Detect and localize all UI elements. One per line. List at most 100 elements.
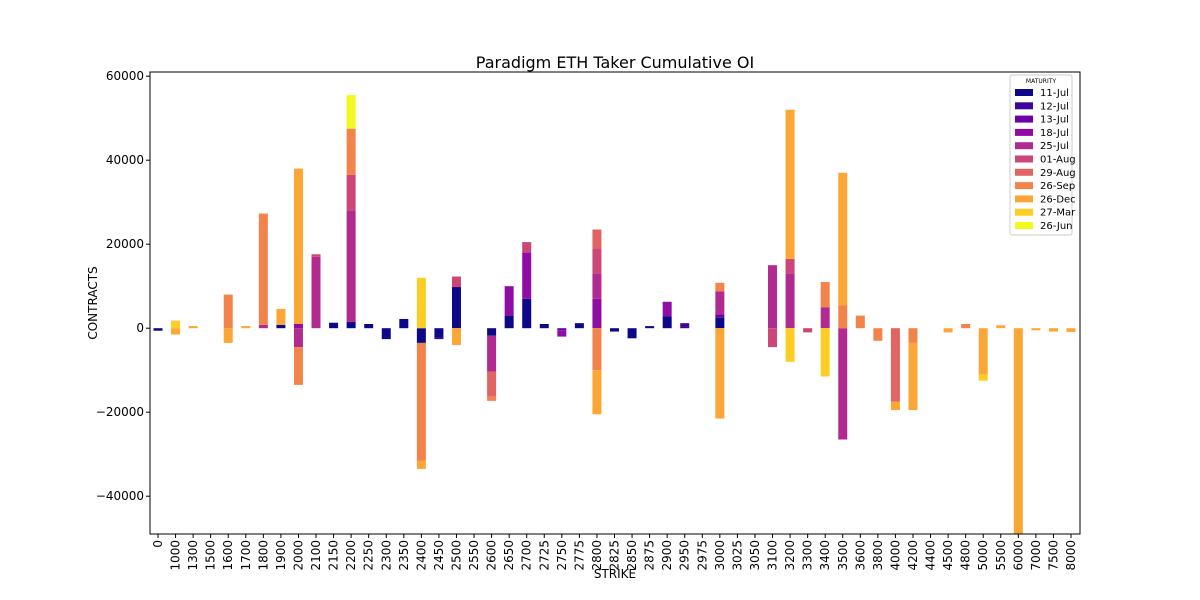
bar-2400-26-dec xyxy=(416,460,426,469)
x-tick-label: 2950 xyxy=(678,540,692,571)
x-tick-label: 1600 xyxy=(221,540,235,571)
legend-swatch-26-jun xyxy=(1015,222,1033,229)
x-tick-label: 1700 xyxy=(239,540,253,571)
bar-3100-25-jul xyxy=(768,265,778,329)
bar-8000-26-dec xyxy=(1066,328,1076,332)
bar-7000-26-dec xyxy=(1031,328,1041,331)
legend: MATURITY 11-Jul 12-Jul 13-Jul 18-Jul 25-Jul 0… xyxy=(1009,74,1076,236)
bar-5000-27-mar xyxy=(978,374,988,381)
bar-3200-26-dec xyxy=(785,109,795,259)
legend-label-29-aug: 29-Aug xyxy=(1040,168,1076,179)
bar-6000-26-dec xyxy=(1013,328,1023,534)
bar-2950-12-jul xyxy=(680,323,690,329)
x-tick-label: 3500 xyxy=(836,540,850,571)
legend-swatch-29-aug xyxy=(1015,168,1033,176)
bar-2800-01-aug xyxy=(592,248,602,274)
bar-1000-27-mar xyxy=(171,320,181,329)
bar-0-11-jul xyxy=(153,328,163,331)
bar-2850-11-jul xyxy=(627,328,637,339)
bar-2000-26-dec xyxy=(293,168,303,324)
legend-label-11-jul: 11-Jul xyxy=(1040,88,1069,99)
bar-3200-01-aug xyxy=(785,258,795,274)
chart-title: Paradigm ETH Taker Cumulative OI xyxy=(476,53,754,72)
legend-label-26-dec: 26-Dec xyxy=(1040,194,1076,205)
bar-3600-26-sep xyxy=(855,315,865,329)
x-tick-label: 2600 xyxy=(485,540,499,571)
bar-2200-25-jul xyxy=(346,210,356,322)
y-tick-label: 60000 xyxy=(106,69,144,83)
legend-swatch-01-aug xyxy=(1015,155,1033,163)
bar-4500-26-dec xyxy=(943,328,953,333)
x-tick-label: 4200 xyxy=(906,540,920,571)
bar-1700-26-dec xyxy=(241,326,251,329)
legend-label-25-jul: 25-Jul xyxy=(1040,141,1069,152)
x-tick-label: 1900 xyxy=(274,540,288,571)
bar-3500-26-dec xyxy=(838,172,848,306)
bar-2150-11-jul xyxy=(329,322,339,329)
bar-2700-11-jul xyxy=(522,298,532,329)
bar-2200-26-jun xyxy=(346,95,356,129)
x-tick-label: 6000 xyxy=(1011,540,1025,571)
bar-3000-26-dec xyxy=(715,328,725,419)
legend-label-13-jul: 13-Jul xyxy=(1040,115,1069,126)
bar-2200-01-aug xyxy=(346,174,356,211)
x-tick-label: 8000 xyxy=(1064,540,1078,571)
bar-2100-01-aug xyxy=(311,254,321,257)
bar-2000-26-sep xyxy=(293,347,303,385)
x-tick-label: 3050 xyxy=(748,540,762,571)
bar-2450-11-jul xyxy=(434,328,444,338)
bar-3400-27-mar xyxy=(820,328,830,377)
legend-label-27-mar: 27-Mar xyxy=(1040,208,1076,219)
bar-1300-26-dec xyxy=(188,326,198,329)
bar-2450-12-jul xyxy=(434,337,444,340)
legend-swatch-27-mar xyxy=(1015,208,1033,216)
x-tick-label: 2100 xyxy=(309,540,323,571)
bar-4000-29-aug xyxy=(890,328,900,402)
bar-2800-26-dec xyxy=(592,370,602,415)
bar-2000-25-jul xyxy=(293,328,303,348)
x-tick-label: 2725 xyxy=(537,540,551,571)
bar-2900-11-jul xyxy=(662,316,672,329)
x-tick-label: 3200 xyxy=(783,540,797,571)
bar-3000-25-jul xyxy=(715,291,725,315)
bar-4200-26-dec xyxy=(908,342,918,411)
bar-2100-25-jul xyxy=(311,256,321,329)
x-tick-label: 3600 xyxy=(853,540,867,571)
bar-2700-01-aug xyxy=(522,242,532,253)
legend-label-26-jun: 26-Jun xyxy=(1040,221,1073,232)
x-axis-label: STRIKE xyxy=(594,567,636,581)
y-axis-label: CONTRACTS xyxy=(86,266,100,339)
x-tick-label: 4800 xyxy=(959,540,973,571)
legend-swatch-18-jul xyxy=(1015,128,1033,136)
bar-2600-25-jul xyxy=(487,335,497,372)
bar-1800-26-sep xyxy=(258,213,268,325)
bar-2800-26-sep xyxy=(592,328,602,371)
legend-title: MATURITY xyxy=(1026,78,1056,85)
legend-swatch-26-sep xyxy=(1015,182,1033,190)
bar-3000-11-jul xyxy=(715,317,725,329)
bar-4000-26-dec xyxy=(890,401,900,411)
bar-2725-11-jul xyxy=(539,324,549,329)
bar-7500-26-dec xyxy=(1048,328,1058,332)
legend-label-01-aug: 01-Aug xyxy=(1040,155,1076,166)
bar-1800-25-jul xyxy=(258,324,268,329)
bar-2650-18-jul xyxy=(504,286,514,316)
bar-1000-26-dec xyxy=(171,328,181,335)
bar-2250-11-jul xyxy=(364,324,374,329)
bar-2750-13-jul xyxy=(557,328,567,331)
y-axis: −40000 −20000 0 20000 40000 60000 xyxy=(96,69,150,503)
x-tick-label: 2300 xyxy=(379,540,393,571)
bar-4800-26-sep xyxy=(961,324,971,329)
bar-2800-18-jul xyxy=(592,298,602,329)
y-tick-label: −40000 xyxy=(96,489,144,503)
x-tick-label: 2500 xyxy=(449,540,463,571)
bar-2500-01-aug xyxy=(451,276,461,288)
bar-3400-25-jul xyxy=(820,307,830,329)
bar-2200-26-sep xyxy=(346,128,356,175)
x-tick-label: 2200 xyxy=(344,540,358,571)
bar-3000-26-sep xyxy=(715,282,725,292)
legend-label-12-jul: 12-Jul xyxy=(1040,101,1069,112)
bar-2800-29-aug xyxy=(592,229,602,249)
bar-2800-25-jul xyxy=(592,273,602,299)
x-tick-label: 2875 xyxy=(643,540,657,571)
